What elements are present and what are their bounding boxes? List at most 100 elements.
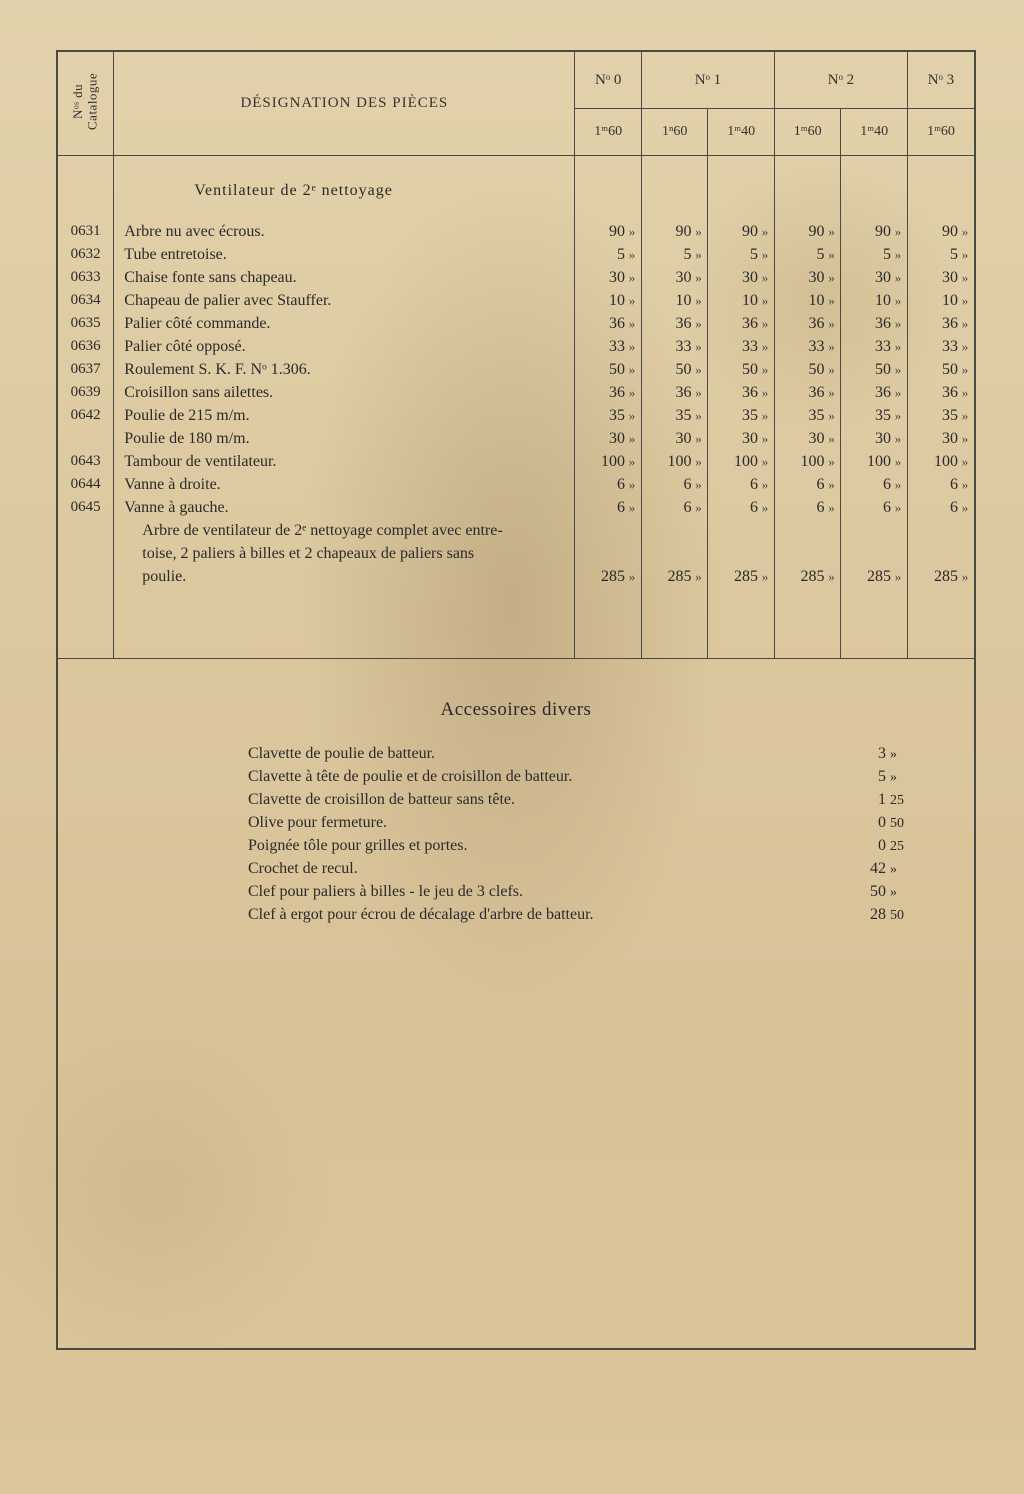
accessory-label: Olive pour fermeture. bbox=[248, 812, 854, 835]
value-cell: 285» bbox=[907, 566, 974, 589]
table-row: 0644Vanne à droite.6»6»6»6»6»6» bbox=[58, 474, 974, 497]
value-cell: 5» bbox=[774, 244, 841, 267]
value-cell: 33» bbox=[841, 336, 908, 359]
value-cell: 100» bbox=[774, 451, 841, 474]
table-row: Poulie de 180 m/m.30»30»30»30»30»30» bbox=[58, 428, 974, 451]
header-group-3: Nᵒ 3 bbox=[907, 52, 974, 109]
value-cell bbox=[774, 612, 841, 635]
value-cell: 285» bbox=[774, 566, 841, 589]
assembly-line: toise, 2 paliers à billes et 2 chapeaux … bbox=[114, 543, 575, 566]
value-cell: 90» bbox=[774, 221, 841, 244]
value-cell: 285» bbox=[841, 566, 908, 589]
header-sub-3-0: 1ᵐ60 bbox=[907, 109, 974, 156]
value-cell: 6» bbox=[708, 474, 775, 497]
value-cell bbox=[708, 156, 775, 221]
header-sub-1-0: 1ⁿ60 bbox=[641, 109, 708, 156]
table-row: 0637Roulement S. K. F. Nᵒ 1.306.50»50»50… bbox=[58, 359, 974, 382]
value-cell: 100» bbox=[708, 451, 775, 474]
value-cell bbox=[708, 589, 775, 612]
value-cell bbox=[575, 635, 642, 659]
catalogue-label: Nᵒˢ du Catalogue bbox=[71, 56, 100, 147]
value-cell: 30» bbox=[575, 267, 642, 290]
accessory-value: 125 bbox=[854, 789, 914, 812]
value-cell: 30» bbox=[774, 428, 841, 451]
value-cell: 50» bbox=[641, 359, 708, 382]
value-cell: 90» bbox=[708, 221, 775, 244]
accessory-label: Clavette de croisillon de batteur sans t… bbox=[248, 789, 854, 812]
value-cell: 36» bbox=[708, 313, 775, 336]
table-row bbox=[58, 589, 974, 612]
accessory-label: Clavette de poulie de batteur. bbox=[248, 743, 854, 766]
part-designation: Arbre nu avec écrous. bbox=[114, 221, 575, 244]
value-cell bbox=[841, 520, 908, 543]
value-cell bbox=[774, 635, 841, 659]
header-table: Nᵒˢ du Catalogue DÉSIGNATION DES PIÈCES … bbox=[58, 52, 974, 156]
accessory-row: Poignée tôle pour grilles et portes.025 bbox=[248, 835, 914, 858]
value-cell: 36» bbox=[708, 382, 775, 405]
header-sub-1-1: 1ᵐ40 bbox=[708, 109, 775, 156]
value-cell bbox=[841, 635, 908, 659]
accessory-value: 5» bbox=[854, 766, 914, 789]
table-row: Ventilateur de 2ᵉ nettoyage bbox=[58, 156, 974, 221]
accessory-row: Clef pour paliers à billes - le jeu de 3… bbox=[248, 881, 914, 904]
value-cell bbox=[907, 635, 974, 659]
value-cell: 30» bbox=[708, 428, 775, 451]
accessory-label: Poignée tôle pour grilles et portes. bbox=[248, 835, 854, 858]
table-row: poulie.285»285»285»285»285»285» bbox=[58, 566, 974, 589]
catalogue-number: 0645 bbox=[58, 497, 114, 520]
header-group-1: Nᵒ 1 bbox=[641, 52, 774, 109]
value-cell: 50» bbox=[774, 359, 841, 382]
header-designation: DÉSIGNATION DES PIÈCES bbox=[114, 52, 575, 156]
table-row: toise, 2 paliers à billes et 2 chapeaux … bbox=[58, 543, 974, 566]
value-cell: 6» bbox=[575, 474, 642, 497]
value-cell bbox=[575, 543, 642, 566]
value-cell: 36» bbox=[841, 313, 908, 336]
catalogue-number: 0637 bbox=[58, 359, 114, 382]
value-cell: 36» bbox=[641, 313, 708, 336]
table-row: 0631Arbre nu avec écrous.90»90»90»90»90»… bbox=[58, 221, 974, 244]
table-row: 0636Palier côté opposé.33»33»33»33»33»33… bbox=[58, 336, 974, 359]
value-cell: 100» bbox=[641, 451, 708, 474]
value-cell: 36» bbox=[575, 313, 642, 336]
value-cell: 50» bbox=[575, 359, 642, 382]
value-cell: 36» bbox=[774, 382, 841, 405]
catalogue-number: 0633 bbox=[58, 267, 114, 290]
value-cell: 6» bbox=[841, 497, 908, 520]
table-row: 0635Palier côté commande.36»36»36»36»36»… bbox=[58, 313, 974, 336]
table-row bbox=[58, 635, 974, 659]
header-catalogue: Nᵒˢ du Catalogue bbox=[58, 52, 114, 156]
value-cell: 10» bbox=[841, 290, 908, 313]
value-cell: 10» bbox=[774, 290, 841, 313]
catalogue-number: 0631 bbox=[58, 221, 114, 244]
value-cell: 30» bbox=[774, 267, 841, 290]
part-designation: Chaise fonte sans chapeau. bbox=[114, 267, 575, 290]
accessory-label: Clef pour paliers à billes - le jeu de 3… bbox=[248, 881, 854, 904]
accessory-row: Clavette de poulie de batteur.3» bbox=[248, 743, 914, 766]
value-cell: 10» bbox=[641, 290, 708, 313]
value-cell: 30» bbox=[907, 267, 974, 290]
table-row: 0639Croisillon sans ailettes.36»36»36»36… bbox=[58, 382, 974, 405]
value-cell: 30» bbox=[575, 428, 642, 451]
accessory-row: Crochet de recul.42» bbox=[248, 858, 914, 881]
catalogue-number: 0636 bbox=[58, 336, 114, 359]
value-cell: 35» bbox=[774, 405, 841, 428]
value-cell: 6» bbox=[641, 474, 708, 497]
part-designation: Poulie de 215 m/m. bbox=[114, 405, 575, 428]
value-cell: 5» bbox=[907, 244, 974, 267]
value-cell: 33» bbox=[575, 336, 642, 359]
table-row: 0632Tube entretoise.5»5»5»5»5»5» bbox=[58, 244, 974, 267]
value-cell: 285» bbox=[641, 566, 708, 589]
accessory-row: Clavette à tête de poulie et de croisill… bbox=[248, 766, 914, 789]
value-cell bbox=[841, 612, 908, 635]
value-cell bbox=[907, 156, 974, 221]
value-cell bbox=[708, 543, 775, 566]
value-cell: 5» bbox=[708, 244, 775, 267]
accessory-row: Clef à ergot pour écrou de décalage d'ar… bbox=[248, 904, 914, 927]
part-designation: Palier côté commande. bbox=[114, 313, 575, 336]
value-cell: 36» bbox=[841, 382, 908, 405]
value-cell bbox=[841, 543, 908, 566]
value-cell: 285» bbox=[708, 566, 775, 589]
value-cell: 30» bbox=[841, 428, 908, 451]
value-cell: 6» bbox=[774, 497, 841, 520]
accessories-title: Accessoires divers bbox=[58, 659, 974, 743]
